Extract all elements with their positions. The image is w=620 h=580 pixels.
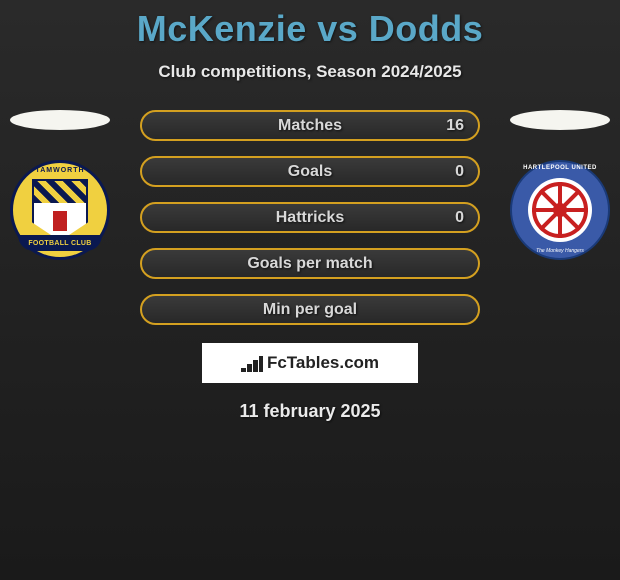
left-club-crest: TAMWORTH FOOTBALL CLUB (10, 160, 110, 260)
right-club-crest: HARTLEPOOL UNITED The Monkey Hangers (510, 160, 610, 260)
stat-label: Goals (288, 163, 332, 181)
brand-text: FcTables.com (267, 353, 379, 373)
shield-icon (32, 179, 88, 241)
stat-label: Matches (278, 117, 342, 135)
stat-row-matches: Matches 16 (140, 110, 480, 141)
stat-row-min-per-goal: Min per goal (140, 294, 480, 325)
stat-right-value: 0 (455, 209, 464, 227)
stat-right-value: 0 (455, 163, 464, 181)
player-ellipse-right (510, 110, 610, 130)
wheel-icon (528, 178, 592, 242)
bar-chart-icon (241, 354, 263, 372)
stat-right-value: 16 (446, 117, 464, 135)
page-title: McKenzie vs Dodds (0, 0, 620, 50)
right-column: HARTLEPOOL UNITED The Monkey Hangers (510, 110, 610, 260)
player-ellipse-left (10, 110, 110, 130)
stat-row-goals: Goals 0 (140, 156, 480, 187)
crest-top-text: TAMWORTH (35, 167, 84, 174)
stat-row-goals-per-match: Goals per match (140, 248, 480, 279)
subtitle: Club competitions, Season 2024/2025 (0, 62, 620, 82)
crest-ribbon: FOOTBALL CLUB (18, 235, 102, 251)
stat-label: Goals per match (247, 255, 372, 273)
stat-label: Min per goal (263, 301, 357, 319)
left-column: TAMWORTH FOOTBALL CLUB (10, 110, 110, 260)
brand-logo-box[interactable]: FcTables.com (202, 343, 418, 383)
wheel-inner (532, 182, 588, 238)
crest-bottom-arc: The Monkey Hangers (536, 248, 584, 254)
stat-label: Hattricks (276, 209, 344, 227)
stats-list: Matches 16 Goals 0 Hattricks 0 Goals per… (140, 110, 480, 325)
crest-top-arc: HARTLEPOOL UNITED (523, 165, 597, 171)
main-content: TAMWORTH FOOTBALL CLUB HARTLEPOOL UNITED… (0, 110, 620, 422)
stat-row-hattricks: Hattricks 0 (140, 202, 480, 233)
date-label: 11 february 2025 (0, 401, 620, 422)
